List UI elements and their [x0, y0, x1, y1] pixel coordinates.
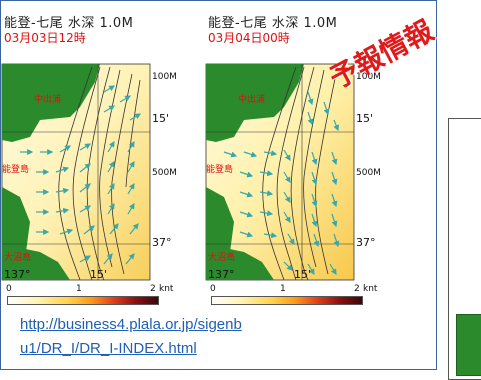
scale-unit: knt — [159, 284, 174, 294]
lon-label-15: 15' — [294, 268, 312, 281]
place-label-top: 中出浦 — [34, 95, 62, 105]
current-map-right — [205, 63, 355, 281]
land-mass-south — [2, 244, 70, 280]
place-label-mid: 能登島 — [2, 165, 30, 175]
scale-mid: 1 — [76, 284, 82, 294]
depth-label-100: 100M — [356, 72, 381, 82]
map-title: 能登-七尾 水深 1.0M — [208, 16, 338, 31]
adjacent-green-block — [456, 314, 481, 376]
depth-contours — [58, 66, 141, 281]
scale-color-bar — [211, 296, 363, 305]
map-title: 能登-七尾 水深 1.0M — [4, 16, 134, 31]
depth-label-500: 500M — [152, 168, 177, 178]
map-date: 03月03日12時 — [4, 31, 86, 45]
scale-max: 2 — [150, 284, 156, 294]
figure-frame — [0, 0, 437, 370]
lat-label-37: 37° — [152, 236, 172, 249]
scale-color-bar — [7, 296, 159, 305]
map-panel-right: 能登-七尾 水深 1.0M 03月04日00時 中出浦 能登島 大沼島 100M… — [204, 12, 402, 312]
lon-label-137: 137° — [4, 268, 31, 281]
current-arrows — [20, 85, 142, 265]
lat-label-15: 15' — [356, 112, 374, 125]
lon-label-15: 15' — [90, 268, 108, 281]
place-label-bot: 大沼島 — [208, 253, 236, 263]
scale-max: 2 — [354, 284, 360, 294]
place-label-bot: 大沼島 — [4, 253, 32, 263]
speed-scale: 0 1 2 knt — [208, 284, 378, 312]
land-mass-north — [206, 64, 304, 142]
lat-label-37: 37° — [356, 236, 376, 249]
depth-label-500: 500M — [356, 168, 381, 178]
speed-scale: 0 1 2 knt — [4, 284, 174, 312]
current-arrows — [223, 91, 340, 276]
land-mass-south — [206, 244, 274, 280]
land-mass-north — [2, 64, 100, 142]
lat-label-15: 15' — [152, 112, 170, 125]
scale-min: 0 — [6, 284, 12, 294]
source-link-line2[interactable]: u1/DR_I/DR_I-INDEX.html — [20, 340, 197, 357]
depth-label-100: 100M — [152, 72, 177, 82]
source-link-line1[interactable]: http://business4.plala.or.jp/sigenb — [20, 316, 242, 333]
lon-label-137: 137° — [208, 268, 235, 281]
place-label-top: 中出浦 — [238, 95, 266, 105]
current-map-left — [1, 63, 151, 281]
scale-mid: 1 — [280, 284, 286, 294]
place-label-mid: 能登島 — [206, 165, 234, 175]
scale-unit: knt — [363, 284, 378, 294]
map-panel-left: 能登-七尾 水深 1.0M 03月03日12時 中出浦 能登島 大沼島 100M… — [0, 12, 198, 312]
scale-min: 0 — [210, 284, 216, 294]
map-date: 03月04日00時 — [208, 31, 290, 45]
